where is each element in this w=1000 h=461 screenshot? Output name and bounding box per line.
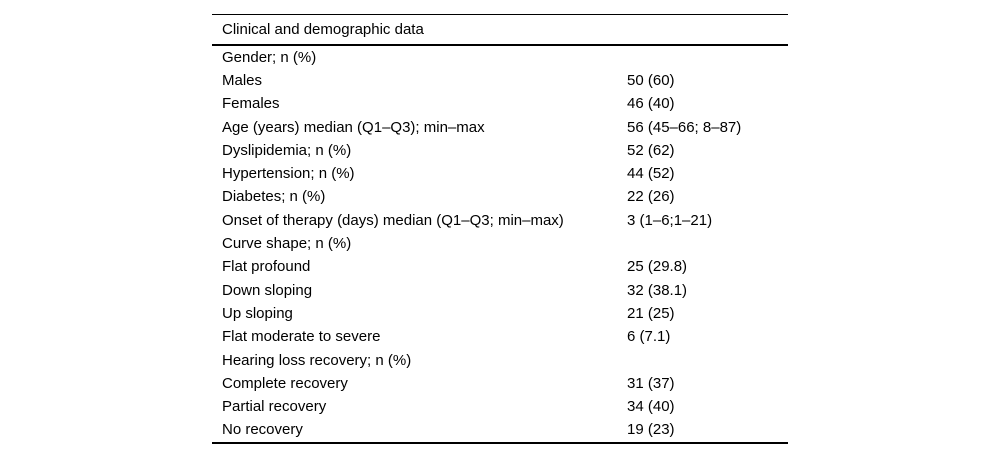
clinical-demographic-table: Clinical and demographic data Gender; n … bbox=[212, 14, 788, 444]
row-value: 6 (7.1) bbox=[627, 328, 671, 346]
row-label: Up sloping bbox=[222, 304, 293, 322]
table-row: Hypertension; n (%) 44 (52) bbox=[212, 162, 788, 185]
row-label: Dyslipidemia; n (%) bbox=[222, 141, 352, 159]
row-label: Curve shape; n (%) bbox=[222, 235, 352, 253]
table-row: Flat profound 25 (29.8) bbox=[212, 255, 788, 278]
row-label: Females bbox=[222, 95, 280, 113]
table-row: Gender; n (%) bbox=[212, 46, 788, 69]
row-label: Flat profound bbox=[222, 258, 311, 276]
row-label: Age (years) median (Q1–Q3); min–max bbox=[222, 118, 485, 136]
row-value: 56 (45–66; 8–87) bbox=[627, 118, 742, 136]
row-value: 3 (1–6;1–21) bbox=[627, 211, 713, 229]
table-row: Flat moderate to severe 6 (7.1) bbox=[212, 325, 788, 348]
row-label: No recovery bbox=[222, 421, 303, 439]
row-label: Diabetes; n (%) bbox=[222, 188, 326, 206]
table-header-row: Clinical and demographic data bbox=[212, 15, 788, 46]
table-row: Hearing loss recovery; n (%) bbox=[212, 348, 788, 371]
table-title: Clinical and demographic data bbox=[222, 20, 424, 38]
row-value: 44 (52) bbox=[627, 165, 675, 183]
table-row: No recovery 19 (23) bbox=[212, 418, 788, 441]
table-row: Onset of therapy (days) median (Q1–Q3; m… bbox=[212, 209, 788, 232]
row-label: Gender; n (%) bbox=[222, 48, 317, 66]
row-value: 52 (62) bbox=[627, 141, 675, 159]
row-value: 31 (37) bbox=[627, 374, 675, 392]
table-row: Females 46 (40) bbox=[212, 92, 788, 115]
row-label: Hearing loss recovery; n (%) bbox=[222, 351, 412, 369]
row-label: Complete recovery bbox=[222, 374, 348, 392]
row-value: 34 (40) bbox=[627, 398, 675, 416]
row-label: Flat moderate to severe bbox=[222, 328, 381, 346]
row-label: Hypertension; n (%) bbox=[222, 165, 355, 183]
row-value: 25 (29.8) bbox=[627, 258, 688, 276]
table-row: Age (years) median (Q1–Q3); min–max 56 (… bbox=[212, 115, 788, 138]
row-value: 21 (25) bbox=[627, 304, 675, 322]
table-row: Curve shape; n (%) bbox=[212, 232, 788, 255]
row-label: Down sloping bbox=[222, 281, 313, 299]
row-value: 19 (23) bbox=[627, 421, 675, 439]
row-value: 50 (60) bbox=[627, 71, 675, 89]
row-label: Onset of therapy (days) median (Q1–Q3; m… bbox=[222, 211, 564, 229]
row-value: 22 (26) bbox=[627, 188, 675, 206]
table-row: Males 50 (60) bbox=[212, 69, 788, 92]
table-body: Gender; n (%) Males 50 (60) Females 46 (… bbox=[212, 46, 788, 442]
table-row: Up sloping 21 (25) bbox=[212, 302, 788, 325]
row-label: Partial recovery bbox=[222, 398, 327, 416]
row-value: 32 (38.1) bbox=[627, 281, 688, 299]
table-row: Partial recovery 34 (40) bbox=[212, 395, 788, 418]
row-value: 46 (40) bbox=[627, 95, 675, 113]
table-row: Down sloping 32 (38.1) bbox=[212, 278, 788, 301]
table-row: Diabetes; n (%) 22 (26) bbox=[212, 185, 788, 208]
row-label: Males bbox=[222, 71, 263, 89]
table-row: Complete recovery 31 (37) bbox=[212, 372, 788, 395]
table-row: Dyslipidemia; n (%) 52 (62) bbox=[212, 139, 788, 162]
